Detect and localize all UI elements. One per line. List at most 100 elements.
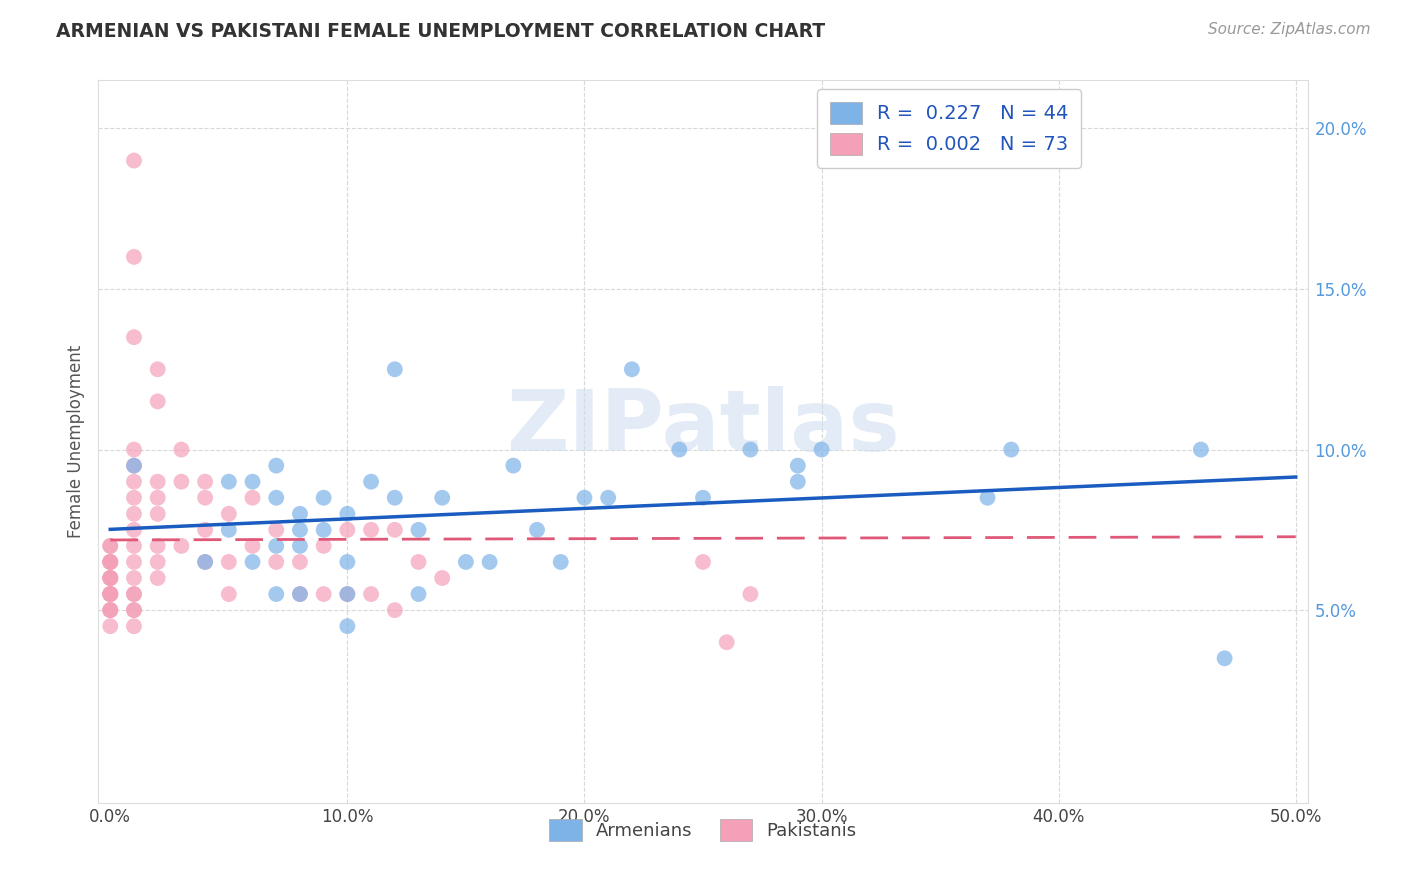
Point: [98, 603, 121, 617]
Point: [194, 555, 217, 569]
Point: [242, 475, 264, 489]
Point: [740, 587, 762, 601]
Point: [122, 587, 145, 601]
Point: [360, 475, 382, 489]
Point: [288, 587, 311, 601]
Point: [194, 555, 217, 569]
Point: [122, 539, 145, 553]
Point: [122, 475, 145, 489]
Point: [360, 523, 382, 537]
Point: [692, 491, 714, 505]
Point: [336, 587, 359, 601]
Point: [312, 539, 335, 553]
Point: [384, 362, 406, 376]
Point: [122, 442, 145, 457]
Point: [312, 491, 335, 505]
Point: [478, 555, 501, 569]
Point: [98, 587, 121, 601]
Point: [454, 555, 477, 569]
Point: [242, 491, 264, 505]
Point: [98, 571, 121, 585]
Point: [98, 571, 121, 585]
Point: [288, 587, 311, 601]
Point: [98, 555, 121, 569]
Point: [810, 442, 832, 457]
Point: [122, 458, 145, 473]
Point: [98, 587, 121, 601]
Point: [336, 619, 359, 633]
Point: [526, 523, 548, 537]
Point: [550, 555, 572, 569]
Point: [432, 491, 454, 505]
Point: [218, 523, 240, 537]
Point: [502, 458, 524, 473]
Point: [146, 571, 169, 585]
Point: [122, 153, 145, 168]
Point: [98, 539, 121, 553]
Point: [360, 587, 382, 601]
Point: [336, 523, 359, 537]
Point: [98, 619, 121, 633]
Point: [98, 539, 121, 553]
Point: [1189, 442, 1212, 457]
Point: [98, 587, 121, 601]
Point: [288, 539, 311, 553]
Point: [146, 394, 169, 409]
Point: [122, 555, 145, 569]
Point: [170, 539, 193, 553]
Point: [194, 523, 217, 537]
Point: [122, 619, 145, 633]
Point: [122, 523, 145, 537]
Point: [408, 587, 430, 601]
Point: [288, 507, 311, 521]
Text: Source: ZipAtlas.com: Source: ZipAtlas.com: [1208, 22, 1371, 37]
Point: [170, 442, 193, 457]
Point: [574, 491, 596, 505]
Legend: Armenians, Pakistanis: Armenians, Pakistanis: [541, 812, 865, 848]
Point: [146, 362, 169, 376]
Point: [264, 491, 287, 505]
Point: [146, 555, 169, 569]
Point: [242, 539, 264, 553]
Point: [264, 458, 287, 473]
Point: [170, 475, 193, 489]
Point: [122, 603, 145, 617]
Point: [408, 555, 430, 569]
Point: [786, 458, 808, 473]
Point: [1213, 651, 1236, 665]
Point: [218, 507, 240, 521]
Point: [384, 491, 406, 505]
Point: [146, 475, 169, 489]
Point: [786, 475, 808, 489]
Point: [598, 491, 620, 505]
Point: [264, 539, 287, 553]
Point: [218, 475, 240, 489]
Point: [1000, 442, 1022, 457]
Point: [122, 250, 145, 264]
Point: [194, 475, 217, 489]
Point: [264, 555, 287, 569]
Point: [146, 491, 169, 505]
Point: [98, 555, 121, 569]
Text: ARMENIAN VS PAKISTANI FEMALE UNEMPLOYMENT CORRELATION CHART: ARMENIAN VS PAKISTANI FEMALE UNEMPLOYMEN…: [56, 22, 825, 41]
Point: [122, 458, 145, 473]
Point: [98, 571, 121, 585]
Point: [288, 555, 311, 569]
Point: [146, 507, 169, 521]
Point: [264, 523, 287, 537]
Point: [218, 587, 240, 601]
Point: [122, 571, 145, 585]
Point: [146, 539, 169, 553]
Point: [122, 603, 145, 617]
Point: [976, 491, 998, 505]
Point: [312, 523, 335, 537]
Point: [336, 587, 359, 601]
Point: [122, 491, 145, 505]
Point: [408, 523, 430, 537]
Point: [384, 523, 406, 537]
Point: [336, 555, 359, 569]
Point: [98, 555, 121, 569]
Point: [716, 635, 738, 649]
Point: [242, 555, 264, 569]
Point: [264, 587, 287, 601]
